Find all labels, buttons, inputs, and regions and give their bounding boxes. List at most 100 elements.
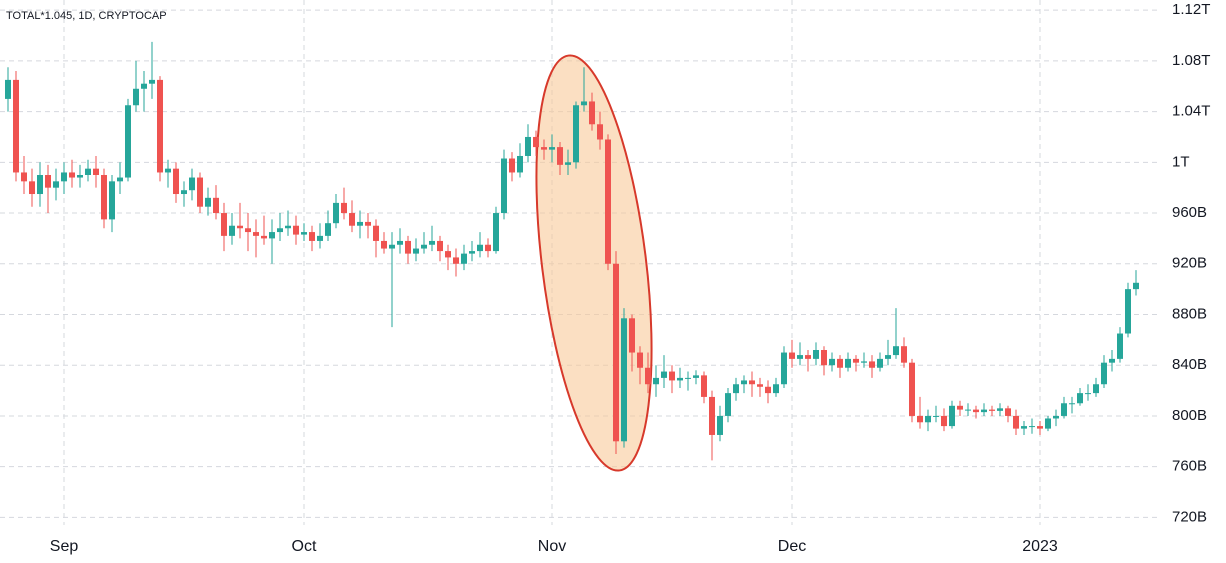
candle-body: [517, 155, 523, 173]
candle-body: [213, 197, 219, 214]
y-tick-label: 880B: [1172, 305, 1207, 322]
candle-body: [541, 147, 547, 150]
candle-body: [1021, 426, 1027, 429]
candle-body: [1085, 393, 1091, 395]
candle-body: [709, 396, 715, 435]
symbol-label: TOTAL*1.045, 1D, CRYPTOCAP: [6, 10, 167, 22]
candle-body: [317, 235, 323, 241]
candle-body: [117, 177, 123, 182]
candle-body: [365, 221, 371, 226]
candle-body: [917, 415, 923, 423]
candle-body: [245, 228, 251, 233]
candle-body: [261, 235, 267, 239]
candle-body: [877, 358, 883, 368]
candle-body: [653, 377, 659, 385]
candle-body: [1069, 403, 1075, 405]
candle-body: [693, 375, 699, 378]
candle-body: [37, 175, 43, 195]
candle-body: [645, 367, 651, 385]
candle-body: [685, 377, 691, 379]
candle-body: [661, 371, 667, 378]
candle-body: [373, 225, 379, 241]
candle-body: [445, 251, 451, 258]
candle-body: [453, 257, 459, 264]
candle-body: [837, 358, 843, 368]
candle-body: [533, 136, 539, 148]
y-tick-label: 1.12T: [1172, 1, 1210, 18]
candle-body: [77, 175, 83, 178]
candle-body: [1061, 403, 1067, 416]
x-tick-label: 2023: [1022, 538, 1058, 555]
candle-body: [413, 248, 419, 254]
candle-body: [141, 83, 147, 89]
candle-body: [549, 147, 555, 150]
y-tick-label: 840B: [1172, 356, 1207, 373]
candle-body: [149, 79, 155, 84]
candle-body: [1133, 282, 1139, 290]
candle-body: [717, 415, 723, 435]
candle-body: [1037, 426, 1043, 429]
candle-body: [13, 79, 19, 173]
candle-body: [1109, 358, 1115, 363]
candle-body: [853, 358, 859, 363]
candle-body: [989, 409, 995, 411]
candle-body: [69, 172, 75, 178]
candle-body: [845, 358, 851, 368]
candle-body: [701, 375, 707, 397]
x-tick-label: Dec: [778, 538, 806, 555]
candle-body: [229, 225, 235, 236]
candle-body: [429, 240, 435, 245]
candle-body: [421, 244, 427, 249]
candle-body: [997, 408, 1003, 411]
candle-body: [613, 263, 619, 442]
candle-body: [757, 384, 763, 387]
candle-body: [1029, 426, 1035, 428]
candle-body: [677, 377, 683, 381]
candles: [5, 41, 1139, 461]
candle-body: [157, 79, 163, 173]
candle-body: [61, 172, 67, 182]
candle-body: [1093, 384, 1099, 394]
candle-body: [597, 124, 603, 140]
candle-body: [309, 232, 315, 241]
y-tick-label: 760B: [1172, 458, 1207, 475]
candle-body: [173, 168, 179, 195]
candle-body: [573, 105, 579, 163]
candle-body: [813, 350, 819, 359]
candle-body: [557, 147, 563, 165]
x-tick-label: Oct: [292, 538, 317, 555]
candle-body: [165, 168, 171, 173]
candle-body: [53, 181, 59, 188]
candle-body: [461, 253, 467, 264]
candle-body: [981, 409, 987, 413]
candle-body: [189, 177, 195, 191]
candle-body: [285, 225, 291, 229]
candle-body: [805, 355, 811, 359]
candle-body: [821, 350, 827, 366]
candle-body: [525, 136, 531, 156]
candle-body: [885, 355, 891, 359]
candle-body: [773, 384, 779, 394]
candle-body: [21, 172, 27, 182]
candle-body: [269, 232, 275, 239]
candle-body: [1125, 289, 1131, 334]
candle-body: [341, 202, 347, 214]
candle-body: [197, 177, 203, 207]
candle-body: [101, 175, 107, 220]
candle-body: [1101, 362, 1107, 385]
candle-body: [797, 355, 803, 359]
y-tick-label: 720B: [1172, 508, 1207, 525]
candle-body: [349, 213, 355, 226]
candle-body: [133, 88, 139, 106]
candle-body: [277, 228, 283, 233]
candle-body: [589, 101, 595, 125]
candle-body: [357, 221, 363, 226]
candle-body: [381, 240, 387, 249]
y-tick-label: 1.04T: [1172, 103, 1210, 120]
candle-body: [565, 162, 571, 165]
candle-body: [581, 101, 587, 106]
candle-body: [5, 79, 11, 99]
candle-body: [493, 213, 499, 252]
candle-body: [237, 225, 243, 229]
